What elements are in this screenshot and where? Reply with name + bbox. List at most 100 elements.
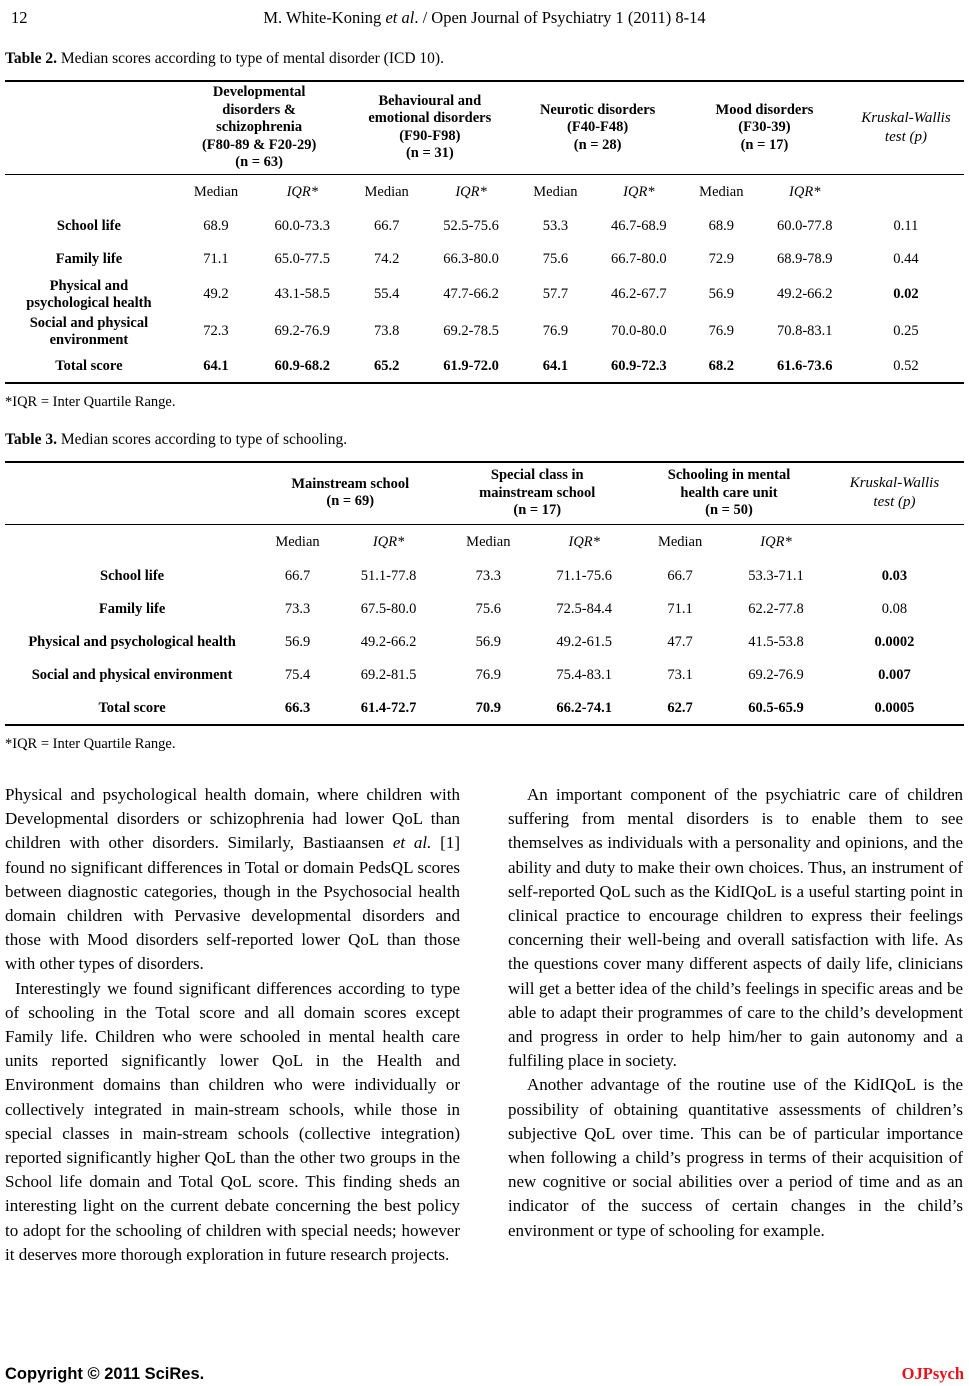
value-cell: 75.4	[284, 667, 311, 683]
running-head: 12 M. White-Koning et al. / Open Journal…	[5, 8, 964, 30]
value-cell: 46.7-68.9	[611, 218, 667, 234]
value-cell: 57.7	[542, 286, 569, 302]
table3-caption: Table 3. Median scores according to type…	[5, 431, 964, 449]
subheader-iqr: IQR*	[286, 183, 318, 200]
table2-footnote: *IQR = Inter Quartile Range.	[5, 394, 176, 410]
value-cell: 47.7	[667, 634, 693, 650]
value-cell: 61.9-72.0	[443, 357, 499, 374]
value-cell: 62.2-77.8	[748, 601, 804, 617]
table3-head: Mainstream school (n = 69) Special class …	[5, 462, 964, 560]
table-row: Social and physical environment 72.3 69.2-…	[5, 313, 964, 350]
column-group-header: Neurotic disorders (F40-F48) (n = 28)	[514, 81, 682, 175]
subheader-median: Median	[533, 183, 578, 200]
value-cell: 73.8	[373, 323, 400, 339]
value-cell: 69.2-76.9	[274, 323, 331, 339]
value-cell: 53.3	[542, 218, 569, 234]
row-label: School life	[100, 568, 165, 585]
value-cell: 75.6	[542, 251, 569, 267]
value-cell: 68.9-78.9	[776, 251, 833, 267]
value-cell: 74.2	[373, 251, 400, 267]
table-corner-cell	[5, 524, 259, 560]
subheader-median: Median	[699, 183, 744, 200]
text-segment: . / Open Journal of Psychiatry 1 (2011) …	[414, 8, 706, 27]
text-segment: M. White-Koning	[263, 8, 386, 27]
subheader-iqr: IQR*	[568, 533, 600, 550]
body-column-left: Physical and psychological health domain…	[5, 783, 460, 1267]
value-cell: 72.9	[708, 251, 734, 267]
value-cell: 41.5-53.8	[748, 634, 804, 650]
table3-caption-text: Median scores according to type of schoo…	[56, 431, 348, 448]
table-row: Physical and psychological health 56.9 49.…	[5, 626, 964, 659]
table-row: Total score 66.3 61.4-72.7 70.9 66.2-74.1 62.…	[5, 692, 964, 725]
value-cell: 71.1	[667, 601, 693, 617]
row-label: Total score	[55, 357, 123, 374]
italic-text: et al.	[392, 833, 432, 853]
value-cell: 55.4	[373, 286, 400, 302]
value-cell: 46.2-67.7	[611, 286, 667, 302]
value-cell: 53.3-71.1	[748, 568, 804, 584]
value-cell: 67.5-80.0	[360, 601, 417, 617]
p-value-cell: 0.11	[893, 218, 919, 234]
value-cell: 51.1-77.8	[360, 568, 417, 584]
text-segment: Interestingly we found significant diffe…	[5, 978, 460, 1264]
p-value-cell: 0.52	[893, 357, 919, 374]
table-corner-cell	[5, 462, 260, 525]
value-cell: 52.5-75.6	[443, 218, 499, 234]
value-cell: 64.1	[203, 357, 229, 374]
value-cell: 65.2	[373, 357, 400, 374]
value-cell: 69.2-76.9	[748, 667, 804, 683]
value-cell: 56.9	[475, 634, 502, 650]
value-cell: 60.5-65.9	[748, 699, 804, 716]
p-value-cell: 0.007	[878, 667, 911, 683]
table-group-header-row: Mainstream school (n = 69) Special class …	[5, 462, 964, 525]
table-row: School life 66.7 51.1-77.8 73.3 71.1-75.6 66.…	[5, 560, 964, 593]
table2-head: Developmental disorders & schizophrenia …	[5, 81, 964, 210]
subheader-iqr: IQR*	[760, 533, 792, 550]
text-segment: Physical and psychological health domain…	[5, 785, 460, 853]
subheader-iqr: IQR*	[372, 533, 405, 550]
table2-body: School life 68.9 60.0-73.3 66.7 52.5-75.6 53.…	[5, 210, 964, 383]
table3-body: School life 66.7 51.1-77.8 73.3 71.1-75.6 66.…	[5, 560, 964, 725]
row-label: Family life	[55, 251, 123, 268]
value-cell: 68.9	[203, 218, 229, 234]
column-group-header: Mainstream school (n = 69)	[259, 462, 442, 525]
row-label: Social and physical environment	[29, 315, 149, 348]
kruskal-wallis-header: Kruskal-Wallis test (p)	[847, 81, 964, 175]
row-label: School life	[56, 218, 121, 235]
column-group-header: Behavioural and emotional disorders (F90…	[345, 81, 515, 175]
value-cell: 69.2-81.5	[360, 667, 417, 683]
value-cell: 76.9	[475, 667, 502, 683]
table2-caption-text: Median scores according to type of menta…	[56, 50, 444, 67]
table2-caption-label: Table 2.	[5, 50, 57, 67]
table-row: Physical and psychological health 49.2 43.…	[5, 276, 964, 313]
value-cell: 72.5-84.4	[556, 601, 613, 617]
p-value-cell: 0.0005	[874, 699, 915, 716]
value-cell: 66.3-80.0	[443, 251, 499, 267]
value-cell: 68.9	[708, 218, 734, 234]
value-cell: 72.3	[203, 323, 229, 339]
table-corner-cell	[5, 81, 173, 175]
value-cell: 60.0-73.3	[274, 218, 331, 234]
value-cell: 69.2-78.5	[443, 323, 499, 339]
running-title: M. White-Koning et al. / Open Journal of…	[5, 8, 964, 28]
table2-median-scores-by-disorder: Developmental disorders & schizophrenia …	[5, 80, 964, 384]
table-subheader-row: Median IQR* Median IQR* Median IQR*	[5, 524, 964, 560]
subheader-median: Median	[275, 533, 320, 550]
value-cell: 65.0-77.5	[274, 251, 331, 267]
value-cell: 60.9-68.2	[274, 357, 331, 374]
empty-cell	[848, 174, 964, 210]
italic-text: et al	[385, 8, 415, 27]
table2-caption: Table 2. Median scores according to type…	[5, 50, 964, 68]
value-cell: 47.7-66.2	[443, 286, 499, 302]
value-cell: 49.2-66.2	[776, 286, 833, 302]
page-footer: Copyright © 2011 SciRes. OJPsych	[5, 1364, 964, 1384]
value-cell: 71.1-75.6	[556, 568, 613, 584]
column-group-header: Mood disorders (F30-39) (n = 17)	[681, 81, 848, 175]
p-value-cell: 0.02	[893, 286, 919, 302]
subheader-median: Median	[466, 533, 511, 550]
page-number: 12	[11, 8, 28, 27]
p-value-cell: 0.0002	[874, 634, 915, 650]
p-value-cell: 0.44	[893, 251, 919, 267]
value-cell: 68.2	[708, 357, 734, 374]
